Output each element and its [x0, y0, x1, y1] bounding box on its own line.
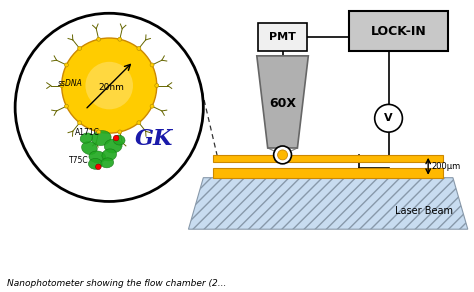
Circle shape [71, 48, 147, 124]
Circle shape [150, 63, 154, 67]
Circle shape [64, 104, 68, 108]
Circle shape [155, 84, 159, 88]
Ellipse shape [91, 131, 111, 146]
Circle shape [97, 37, 100, 41]
Circle shape [104, 81, 114, 90]
Ellipse shape [101, 158, 114, 168]
Circle shape [92, 69, 126, 102]
Circle shape [118, 130, 122, 134]
Ellipse shape [89, 151, 106, 163]
Ellipse shape [89, 158, 102, 169]
Text: LOCK-IN: LOCK-IN [371, 25, 426, 38]
Text: Laser Beam: Laser Beam [395, 206, 453, 216]
Circle shape [113, 135, 119, 141]
Circle shape [69, 45, 150, 126]
Ellipse shape [113, 135, 125, 145]
Circle shape [95, 71, 124, 100]
Circle shape [118, 37, 122, 41]
Ellipse shape [104, 139, 122, 153]
Bar [349, 11, 448, 51]
Circle shape [273, 146, 292, 164]
Circle shape [97, 130, 100, 134]
Bar [213, 168, 443, 178]
Text: PMT: PMT [269, 32, 296, 42]
Ellipse shape [82, 141, 97, 154]
Circle shape [90, 67, 128, 105]
Circle shape [78, 55, 140, 117]
Text: GK: GK [135, 128, 173, 150]
Circle shape [97, 74, 121, 98]
Bar [213, 155, 443, 162]
Circle shape [96, 164, 101, 170]
Circle shape [60, 84, 64, 88]
Polygon shape [189, 178, 468, 229]
Text: T75C: T75C [69, 156, 88, 165]
Circle shape [78, 121, 82, 125]
Circle shape [374, 105, 402, 132]
Bar [258, 23, 307, 51]
Circle shape [278, 150, 288, 160]
Circle shape [100, 76, 118, 95]
Circle shape [73, 50, 145, 121]
Text: V: V [384, 113, 393, 123]
Circle shape [64, 40, 155, 131]
Circle shape [62, 38, 157, 133]
Ellipse shape [80, 133, 93, 143]
Circle shape [66, 43, 152, 128]
Polygon shape [257, 56, 308, 148]
Circle shape [64, 63, 68, 67]
Circle shape [137, 121, 141, 125]
Circle shape [78, 46, 82, 51]
Circle shape [76, 52, 143, 119]
Text: Nanophotometer showing the flow chamber (2...: Nanophotometer showing the flow chamber … [7, 279, 227, 288]
Circle shape [107, 83, 111, 88]
Text: 60X: 60X [269, 98, 296, 110]
Text: 20nm: 20nm [98, 83, 124, 92]
Circle shape [85, 62, 133, 109]
Circle shape [150, 104, 154, 108]
Text: 200μm: 200μm [431, 162, 460, 171]
Ellipse shape [102, 149, 117, 161]
Circle shape [81, 57, 138, 114]
Circle shape [137, 46, 141, 51]
Text: A171C: A171C [74, 128, 100, 137]
Circle shape [102, 79, 116, 93]
Circle shape [88, 64, 131, 107]
Circle shape [15, 13, 203, 201]
Text: ssDNA: ssDNA [58, 79, 82, 88]
Circle shape [83, 60, 136, 112]
